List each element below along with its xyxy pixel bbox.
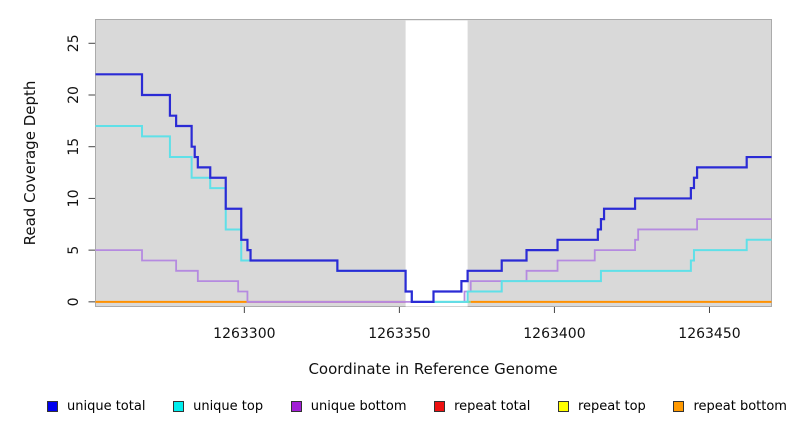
no-data-gap-band	[405, 20, 468, 307]
legend-item-unique-top: unique top	[173, 399, 263, 414]
legend-item-repeat-bottom: repeat bottom	[673, 399, 787, 414]
x-axis-title: Coordinate in Reference Genome	[308, 360, 558, 378]
legend-swatch	[173, 401, 185, 412]
y-tick-label: 20	[66, 86, 82, 104]
y-tick-label: 0	[66, 297, 82, 306]
x-tick-label: 1263450	[678, 326, 740, 342]
y-tick-label: 5	[66, 246, 82, 255]
y-axis-title: Read Coverage Depth	[21, 80, 39, 246]
legend-label: repeat top	[578, 399, 646, 414]
series-unique-bottom	[95, 218, 772, 303]
legend-swatch	[47, 401, 58, 412]
x-tick-label: 1263400	[523, 326, 585, 342]
legend-label: repeat total	[454, 399, 531, 414]
x-tick-label: 1263300	[213, 326, 275, 342]
legend-swatch	[434, 401, 446, 412]
x-tick-label: 1263350	[368, 326, 430, 342]
coverage-plot: 1263300 1263350 1263400 1263450 0 5 10 15 20 25	[66, 19, 772, 342]
legend-item-repeat-top: repeat top	[558, 399, 646, 414]
legend: unique total unique top unique bottom repea…	[47, 399, 787, 414]
y-tick-label: 10	[66, 190, 82, 208]
series-unique-total	[95, 73, 772, 303]
legend-label: repeat bottom	[693, 399, 787, 414]
legend-label: unique total	[67, 399, 146, 414]
legend-item-repeat-total: repeat total	[434, 399, 530, 414]
legend-swatch	[558, 401, 569, 412]
legend-item-unique-bottom: unique bottom	[290, 399, 407, 414]
y-tick-label: 15	[66, 138, 82, 156]
y-tick-label: 25	[66, 34, 82, 52]
legend-label: unique top	[193, 399, 264, 414]
legend-item-unique-total: unique total	[47, 399, 145, 414]
legend-label: unique bottom	[310, 399, 407, 414]
legend-swatch	[290, 401, 302, 412]
legend-swatch	[673, 401, 685, 412]
